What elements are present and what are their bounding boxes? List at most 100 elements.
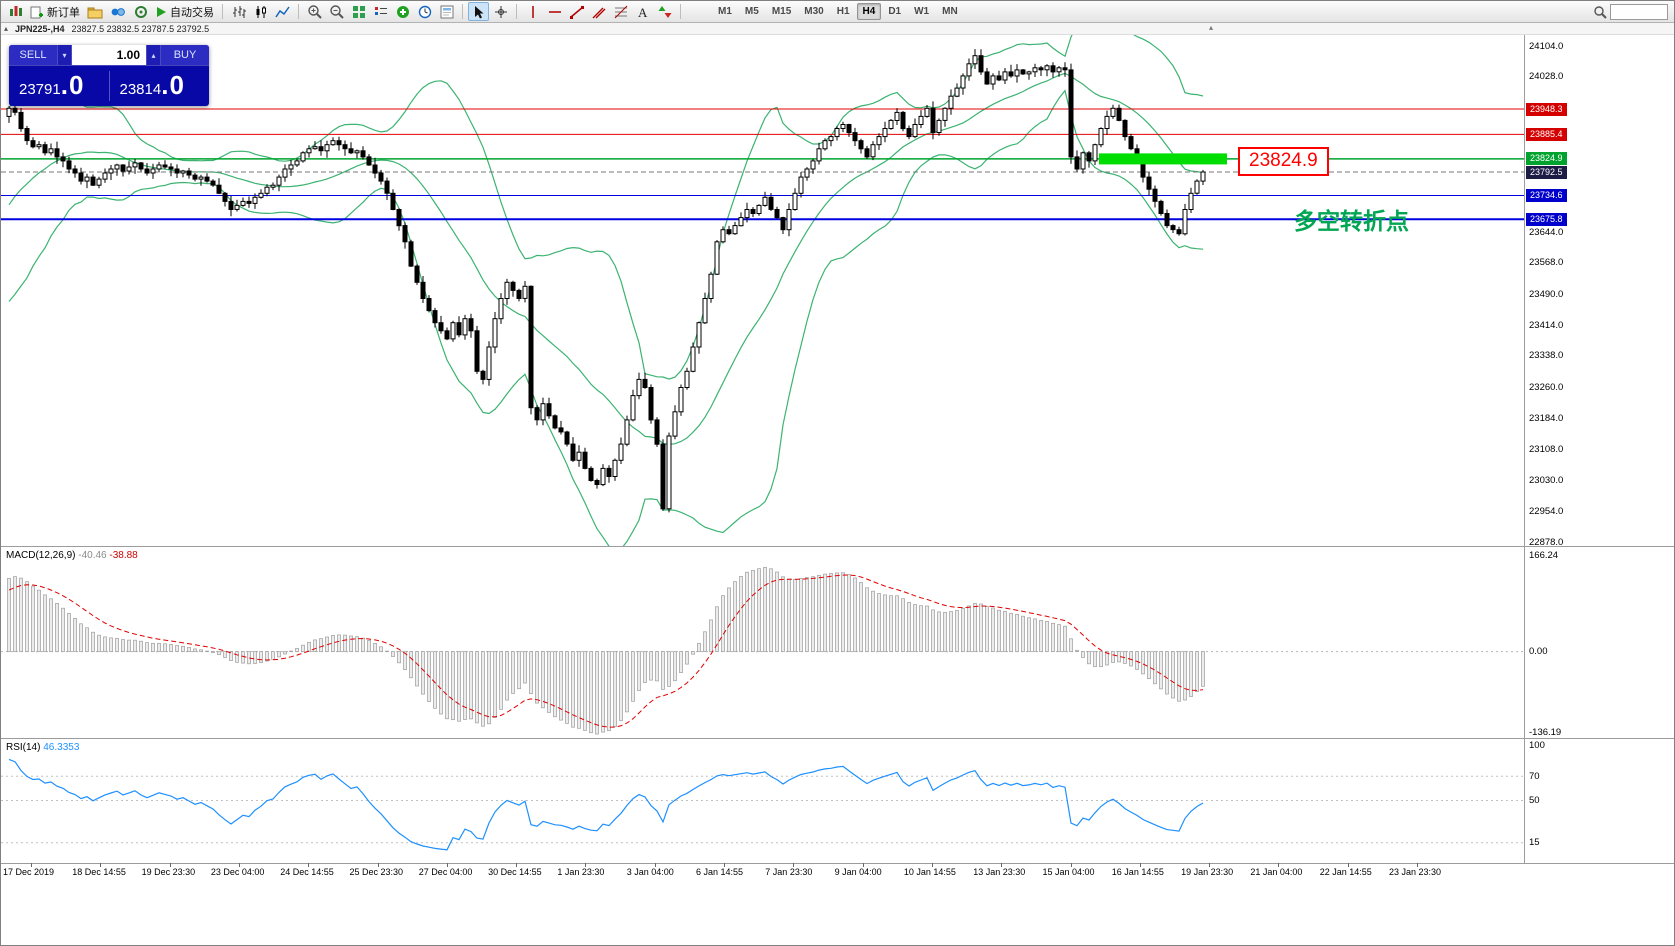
rsi-value: 46.3353 bbox=[43, 742, 80, 753]
time-label: 25 Dec 23:30 bbox=[349, 867, 404, 877]
pane-separator[interactable] bbox=[1, 546, 1674, 547]
price-callout-label[interactable]: 23824.9 bbox=[1238, 147, 1329, 176]
templates-icon[interactable] bbox=[436, 2, 457, 21]
one-click-trade-panel: SELL ▾ ▴ BUY 23791 .0 23814 .0 bbox=[9, 45, 209, 106]
trade-panel-prices: 23791 .0 23814 .0 bbox=[9, 66, 209, 105]
timeframe-mn-button[interactable]: MN bbox=[942, 6, 958, 17]
price-tick-label: 23338.0 bbox=[1529, 350, 1564, 362]
navigator-icon[interactable] bbox=[130, 2, 151, 21]
price-axis-border bbox=[1524, 35, 1525, 863]
timeframe-h4-button[interactable]: H4 bbox=[856, 3, 882, 20]
toolbar: 新订单 自动交易 bbox=[1, 1, 1674, 23]
rsi-axis-label-15: 15 bbox=[1529, 837, 1540, 849]
sell-price-big-digits: .0 bbox=[60, 70, 85, 100]
time-tick bbox=[724, 863, 725, 867]
trade-panel-collapse-icon[interactable]: ▴ bbox=[4, 24, 9, 33]
market-watch-icon[interactable] bbox=[107, 2, 129, 21]
indicators-list-icon[interactable] bbox=[370, 2, 391, 21]
timeframe-m5-button[interactable]: M5 bbox=[744, 6, 759, 17]
fibonacci-icon[interactable] bbox=[610, 2, 631, 21]
pane-separator[interactable] bbox=[1, 738, 1674, 739]
arrows-icon[interactable] bbox=[654, 2, 675, 21]
timeframe-d1-button[interactable]: D1 bbox=[888, 6, 902, 17]
sell-price-main: 23791 bbox=[19, 81, 61, 98]
bollinger-middle-band bbox=[8, 72, 1204, 446]
turning-point-note[interactable]: 多空转折点 bbox=[1294, 208, 1409, 234]
svg-text:A: A bbox=[638, 5, 648, 19]
rsi-indicator-label: RSI(14) 46.3353 bbox=[6, 742, 79, 753]
rsi-canvas[interactable] bbox=[1, 739, 1524, 863]
zoom-in-icon[interactable] bbox=[304, 2, 325, 21]
time-label: 23 Jan 23:30 bbox=[1389, 867, 1442, 877]
periods-clock-icon[interactable] bbox=[414, 2, 435, 21]
price-badge-23948.3: 23948.3 bbox=[1526, 102, 1567, 116]
buy-price-button[interactable]: 23814 .0 bbox=[110, 70, 210, 101]
tile-windows-icon[interactable] bbox=[348, 2, 369, 21]
channel-icon[interactable] bbox=[588, 2, 609, 21]
timeframe-m1-button[interactable]: M1 bbox=[718, 6, 732, 17]
vertical-line-icon[interactable] bbox=[522, 2, 543, 21]
time-axis-line bbox=[1, 863, 1674, 864]
time-tick bbox=[238, 863, 240, 867]
time-tick bbox=[169, 863, 171, 867]
sell-price-button[interactable]: 23791 .0 bbox=[9, 70, 109, 101]
price-tick-label: 23184.0 bbox=[1529, 412, 1564, 424]
time-tick bbox=[1417, 863, 1418, 867]
time-label: 7 Jan 23:30 bbox=[765, 867, 813, 877]
timeframe-h1-button[interactable]: H1 bbox=[836, 6, 850, 17]
highlight-rectangle-object[interactable] bbox=[1099, 153, 1227, 165]
macd-signal-line bbox=[8, 574, 1204, 728]
cursor-icon[interactable] bbox=[468, 2, 489, 21]
time-label: 3 Jan 04:00 bbox=[626, 867, 674, 877]
trade-panel-header: SELL ▾ ▴ BUY bbox=[9, 45, 209, 66]
bar-chart-icon[interactable] bbox=[228, 2, 249, 21]
timeframe-m30-button[interactable]: M30 bbox=[804, 6, 824, 17]
profiles-folder-icon[interactable] bbox=[84, 2, 106, 21]
price-badge-23675.8: 23675.8 bbox=[1526, 212, 1567, 226]
time-label: 24 Dec 14:55 bbox=[280, 867, 334, 877]
zoom-out-icon[interactable] bbox=[326, 2, 347, 21]
price-tick-label: 23108.0 bbox=[1529, 443, 1564, 455]
volume-down-button[interactable]: ▾ bbox=[57, 45, 72, 65]
buy-price-big-digits: .0 bbox=[161, 70, 185, 100]
time-tick bbox=[1070, 863, 1072, 867]
timeframe-m15-button[interactable]: M15 bbox=[771, 6, 792, 17]
time-label: 15 Jan 04:00 bbox=[1042, 867, 1095, 877]
price-badge-23792.5: 23792.5 bbox=[1526, 165, 1567, 179]
candlestick-chart-icon[interactable] bbox=[250, 2, 271, 21]
add-indicator-icon[interactable] bbox=[392, 2, 413, 21]
time-axis: 17 Dec 2019 18 Dec 14:55 19 Dec 23:30 23 De… bbox=[1, 863, 1674, 884]
line-chart-icon[interactable] bbox=[272, 2, 293, 21]
search-icon[interactable] bbox=[1593, 5, 1607, 19]
volume-up-button[interactable]: ▴ bbox=[146, 45, 161, 65]
sell-button[interactable]: SELL bbox=[9, 45, 57, 65]
timeframe-w1-button[interactable]: W1 bbox=[914, 6, 930, 17]
time-label: 16 Jan 14:55 bbox=[1111, 867, 1164, 877]
crosshair-icon[interactable] bbox=[490, 2, 511, 21]
macd-value-main: -40.46 bbox=[78, 550, 107, 561]
time-tick bbox=[308, 863, 310, 867]
new-chart-icon[interactable] bbox=[5, 2, 26, 21]
buy-button[interactable]: BUY bbox=[161, 45, 209, 65]
text-label-icon[interactable]: A bbox=[632, 2, 653, 21]
time-tick bbox=[31, 863, 32, 867]
autotrade-button[interactable]: 自动交易 bbox=[152, 2, 217, 21]
time-label: 22 Jan 14:55 bbox=[1319, 867, 1372, 877]
time-label: 1 Jan 23:30 bbox=[557, 867, 605, 877]
main-chart-canvas[interactable] bbox=[1, 35, 1524, 546]
time-tick bbox=[516, 863, 518, 867]
macd-canvas[interactable] bbox=[1, 547, 1524, 738]
toolbar-separator bbox=[680, 4, 681, 19]
horizontal-line-icon[interactable] bbox=[544, 2, 565, 21]
trendline-icon[interactable] bbox=[566, 2, 587, 21]
time-label: 18 Dec 14:55 bbox=[72, 867, 126, 877]
new-order-button[interactable]: 新订单 bbox=[27, 2, 83, 21]
time-label: 10 Jan 14:55 bbox=[903, 867, 956, 877]
volume-input[interactable] bbox=[72, 45, 146, 65]
toolbar-separator bbox=[298, 4, 299, 19]
search-input[interactable] bbox=[1610, 3, 1668, 20]
chart-scroll-icon[interactable]: ▴ bbox=[1209, 23, 1214, 32]
time-tick bbox=[377, 863, 379, 867]
macd-axis-label-0: 166.24 bbox=[1529, 550, 1559, 561]
